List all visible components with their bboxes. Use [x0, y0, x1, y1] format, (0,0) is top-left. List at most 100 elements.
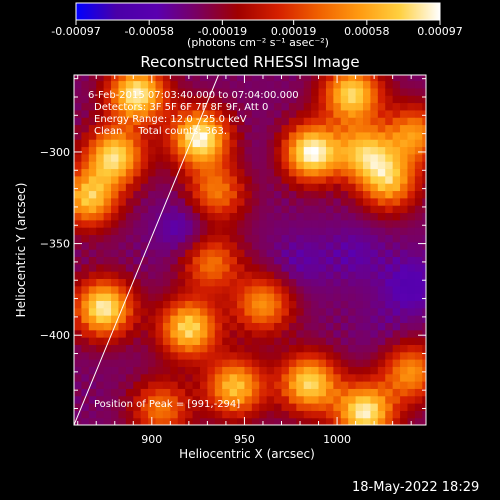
heatmap-cell [281, 183, 290, 192]
heatmap-cell [355, 271, 364, 279]
heatmap-cell [340, 278, 349, 287]
heatmap-cell [318, 124, 327, 133]
heatmap-cell [392, 410, 401, 419]
heatmap-cell [133, 139, 142, 148]
heatmap-cell [81, 212, 90, 221]
heatmap-cell [400, 161, 409, 170]
heatmap-cell [348, 395, 357, 404]
heatmap-cell [407, 271, 416, 279]
heatmap-cell [207, 388, 216, 397]
heatmap-cell [88, 256, 97, 265]
heatmap-cell [266, 410, 275, 419]
heatmap-cell [177, 315, 186, 323]
heatmap-cell [303, 307, 312, 316]
heatmap-cell [266, 417, 275, 425]
heatmap-cell [96, 271, 105, 279]
heatmap-cell [288, 124, 297, 133]
heatmap-cell [244, 403, 253, 411]
heatmap-cell [303, 234, 312, 243]
overlay-peak-position: Position of Peak = [991,-294] [94, 399, 240, 410]
heatmap-cell [229, 293, 238, 301]
heatmap-cell [118, 102, 127, 111]
heatmap-cell [414, 75, 423, 82]
heatmap-cell [111, 285, 120, 294]
heatmap-cell [407, 329, 416, 338]
heatmap-cell [237, 153, 246, 162]
heatmap-cell [111, 227, 120, 236]
heatmap-cell [111, 271, 120, 279]
heatmap-cell [118, 278, 127, 287]
heatmap-cell [140, 117, 149, 126]
heatmap-cell [363, 146, 372, 155]
heatmap-cell [148, 322, 157, 331]
heatmap-cell [177, 87, 186, 96]
heatmap-cell [251, 139, 260, 148]
heatmap-cell [385, 337, 394, 345]
heatmap-cell [392, 153, 401, 162]
heatmap-cell [296, 241, 305, 250]
heatmap-cell [325, 109, 334, 118]
heatmap-cell [274, 271, 283, 279]
heatmap-cell [355, 381, 364, 389]
heatmap-cell [207, 80, 216, 89]
heatmap-cell [355, 139, 364, 148]
heatmap-cell [74, 80, 83, 89]
heatmap-cell [281, 359, 290, 367]
heatmap-cell [207, 329, 216, 338]
heatmap-cell [162, 161, 171, 170]
heatmap-cell [118, 168, 127, 177]
heatmap-cell [385, 300, 394, 309]
heatmap-cell [74, 263, 83, 272]
heatmap-cell [370, 168, 379, 177]
heatmap-cell [363, 410, 372, 419]
heatmap-cell [140, 315, 149, 323]
heatmap-cell [311, 381, 320, 389]
heatmap-cell [214, 322, 223, 331]
heatmap-cell [229, 87, 238, 96]
heatmap-cell [103, 271, 112, 279]
heatmap-cell [377, 315, 386, 323]
heatmap-cell [155, 329, 164, 338]
heatmap-cell [414, 124, 423, 133]
heatmap-cell [422, 205, 426, 214]
heatmap-cell [370, 95, 379, 104]
heatmap-cell [311, 366, 320, 375]
heatmap-cell [118, 395, 127, 404]
heatmap-cell [214, 117, 223, 126]
heatmap-cell [274, 219, 283, 228]
heatmap-cell [229, 175, 238, 184]
heatmap-cell [274, 285, 283, 294]
heatmap-cell [303, 388, 312, 397]
heatmap-cell [288, 395, 297, 404]
heatmap-cell [407, 307, 416, 316]
heatmap-cell [155, 249, 164, 258]
heatmap-cell [133, 351, 142, 360]
heatmap-cell [88, 263, 97, 272]
heatmap-cell [296, 271, 305, 279]
heatmap-cell [229, 131, 238, 140]
heatmap-cell [74, 359, 83, 367]
heatmap-cell [363, 205, 372, 214]
heatmap-cell [207, 117, 216, 126]
heatmap-cell [355, 241, 364, 250]
heatmap-cell [348, 80, 357, 89]
heatmap-cell [400, 285, 409, 294]
heatmap-cell [348, 388, 357, 397]
heatmap-cell [325, 80, 334, 89]
heatmap-cell [222, 117, 231, 126]
heatmap-cell [170, 80, 179, 89]
heatmap-cell [155, 388, 164, 397]
heatmap-cell [363, 197, 372, 206]
heatmap-cell [207, 146, 216, 155]
heatmap-cell [422, 234, 426, 243]
heatmap-cell [170, 388, 179, 397]
heatmap-cell [281, 124, 290, 133]
heatmap-cell [244, 366, 253, 375]
heatmap-cell [251, 249, 260, 258]
heatmap-cell [355, 212, 364, 221]
heatmap-cell [96, 329, 105, 338]
heatmap-cell [281, 351, 290, 360]
heatmap-cell [207, 205, 216, 214]
heatmap-cell [125, 80, 134, 89]
heatmap-cell [281, 241, 290, 250]
